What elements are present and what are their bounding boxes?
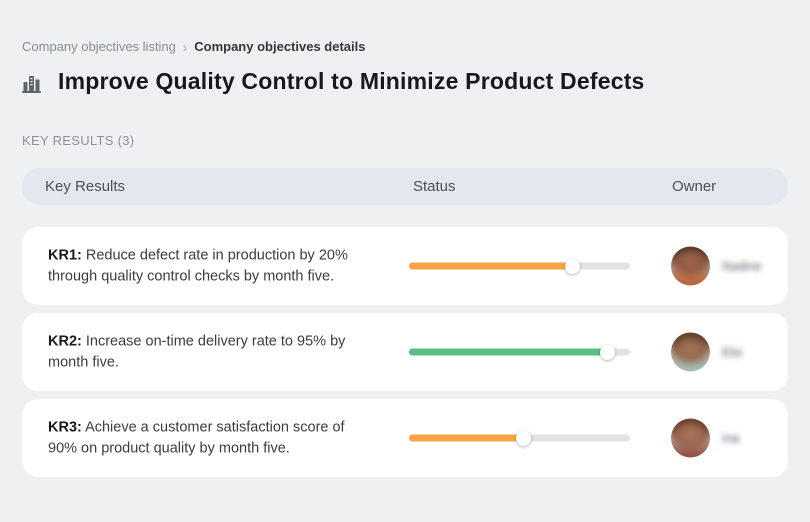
kr-text: Achieve a customer satisfaction score of… bbox=[48, 419, 345, 457]
objective-title-row: Improve Quality Control to Minimize Prod… bbox=[20, 66, 790, 96]
buildings-icon bbox=[20, 70, 46, 96]
progress-track bbox=[409, 344, 630, 360]
kr-text: Reduce defect rate in production by 20% … bbox=[48, 247, 348, 285]
progress-slider[interactable] bbox=[409, 258, 630, 274]
key-result-row-kr3[interactable]: KR3: Achieve a customer satisfaction sco… bbox=[22, 399, 788, 477]
progress-knob[interactable] bbox=[565, 258, 581, 274]
column-header-status: Status bbox=[413, 178, 456, 195]
avatar bbox=[671, 332, 710, 372]
page-title: Improve Quality Control to Minimize Prod… bbox=[58, 67, 645, 94]
key-result-row-kr2[interactable]: KR2: Increase on-time delivery rate to 9… bbox=[22, 313, 788, 391]
avatar bbox=[671, 246, 710, 286]
kr-label: KR1: bbox=[48, 247, 82, 264]
key-results-count-label: KEY RESULTS (3) bbox=[22, 133, 135, 148]
owner-name: Nadine bbox=[722, 259, 762, 273]
progress-track bbox=[409, 430, 630, 446]
progress-knob[interactable] bbox=[516, 430, 532, 446]
progress-fill bbox=[409, 348, 608, 356]
owner-name: Ina bbox=[722, 431, 740, 445]
breadcrumb-listing-link[interactable]: Company objectives listing bbox=[22, 39, 176, 54]
kr-description: KR2: Increase on-time delivery rate to 9… bbox=[48, 332, 370, 373]
progress-slider[interactable] bbox=[409, 344, 630, 360]
owner-cell: Ina bbox=[671, 418, 740, 458]
avatar bbox=[671, 418, 710, 458]
table-header-row: Key Results Status Owner bbox=[22, 168, 788, 205]
kr-description: KR1: Reduce defect rate in production by… bbox=[48, 246, 370, 287]
owner-name: Elsi bbox=[722, 345, 743, 359]
progress-knob[interactable] bbox=[600, 344, 616, 360]
column-header-key-results: Key Results bbox=[45, 178, 126, 195]
progress-slider[interactable] bbox=[409, 430, 630, 446]
chevron-right-icon: › bbox=[182, 39, 188, 55]
progress-track bbox=[409, 258, 630, 274]
kr-text: Increase on-time delivery rate to 95% by… bbox=[48, 333, 346, 371]
breadcrumb: Company objectives listing › Company obj… bbox=[22, 39, 365, 54]
owner-cell: Elsi bbox=[671, 332, 743, 372]
progress-fill bbox=[409, 434, 524, 442]
kr-label: KR2: bbox=[48, 333, 82, 350]
breadcrumb-details-current: Company objectives details bbox=[194, 39, 366, 54]
kr-label: KR3: bbox=[48, 419, 82, 436]
owner-cell: Nadine bbox=[671, 246, 762, 286]
key-result-row-kr1[interactable]: KR1: Reduce defect rate in production by… bbox=[22, 227, 788, 305]
column-header-owner: Owner bbox=[672, 178, 717, 195]
kr-description: KR3: Achieve a customer satisfaction sco… bbox=[48, 418, 370, 459]
progress-fill bbox=[409, 262, 573, 270]
